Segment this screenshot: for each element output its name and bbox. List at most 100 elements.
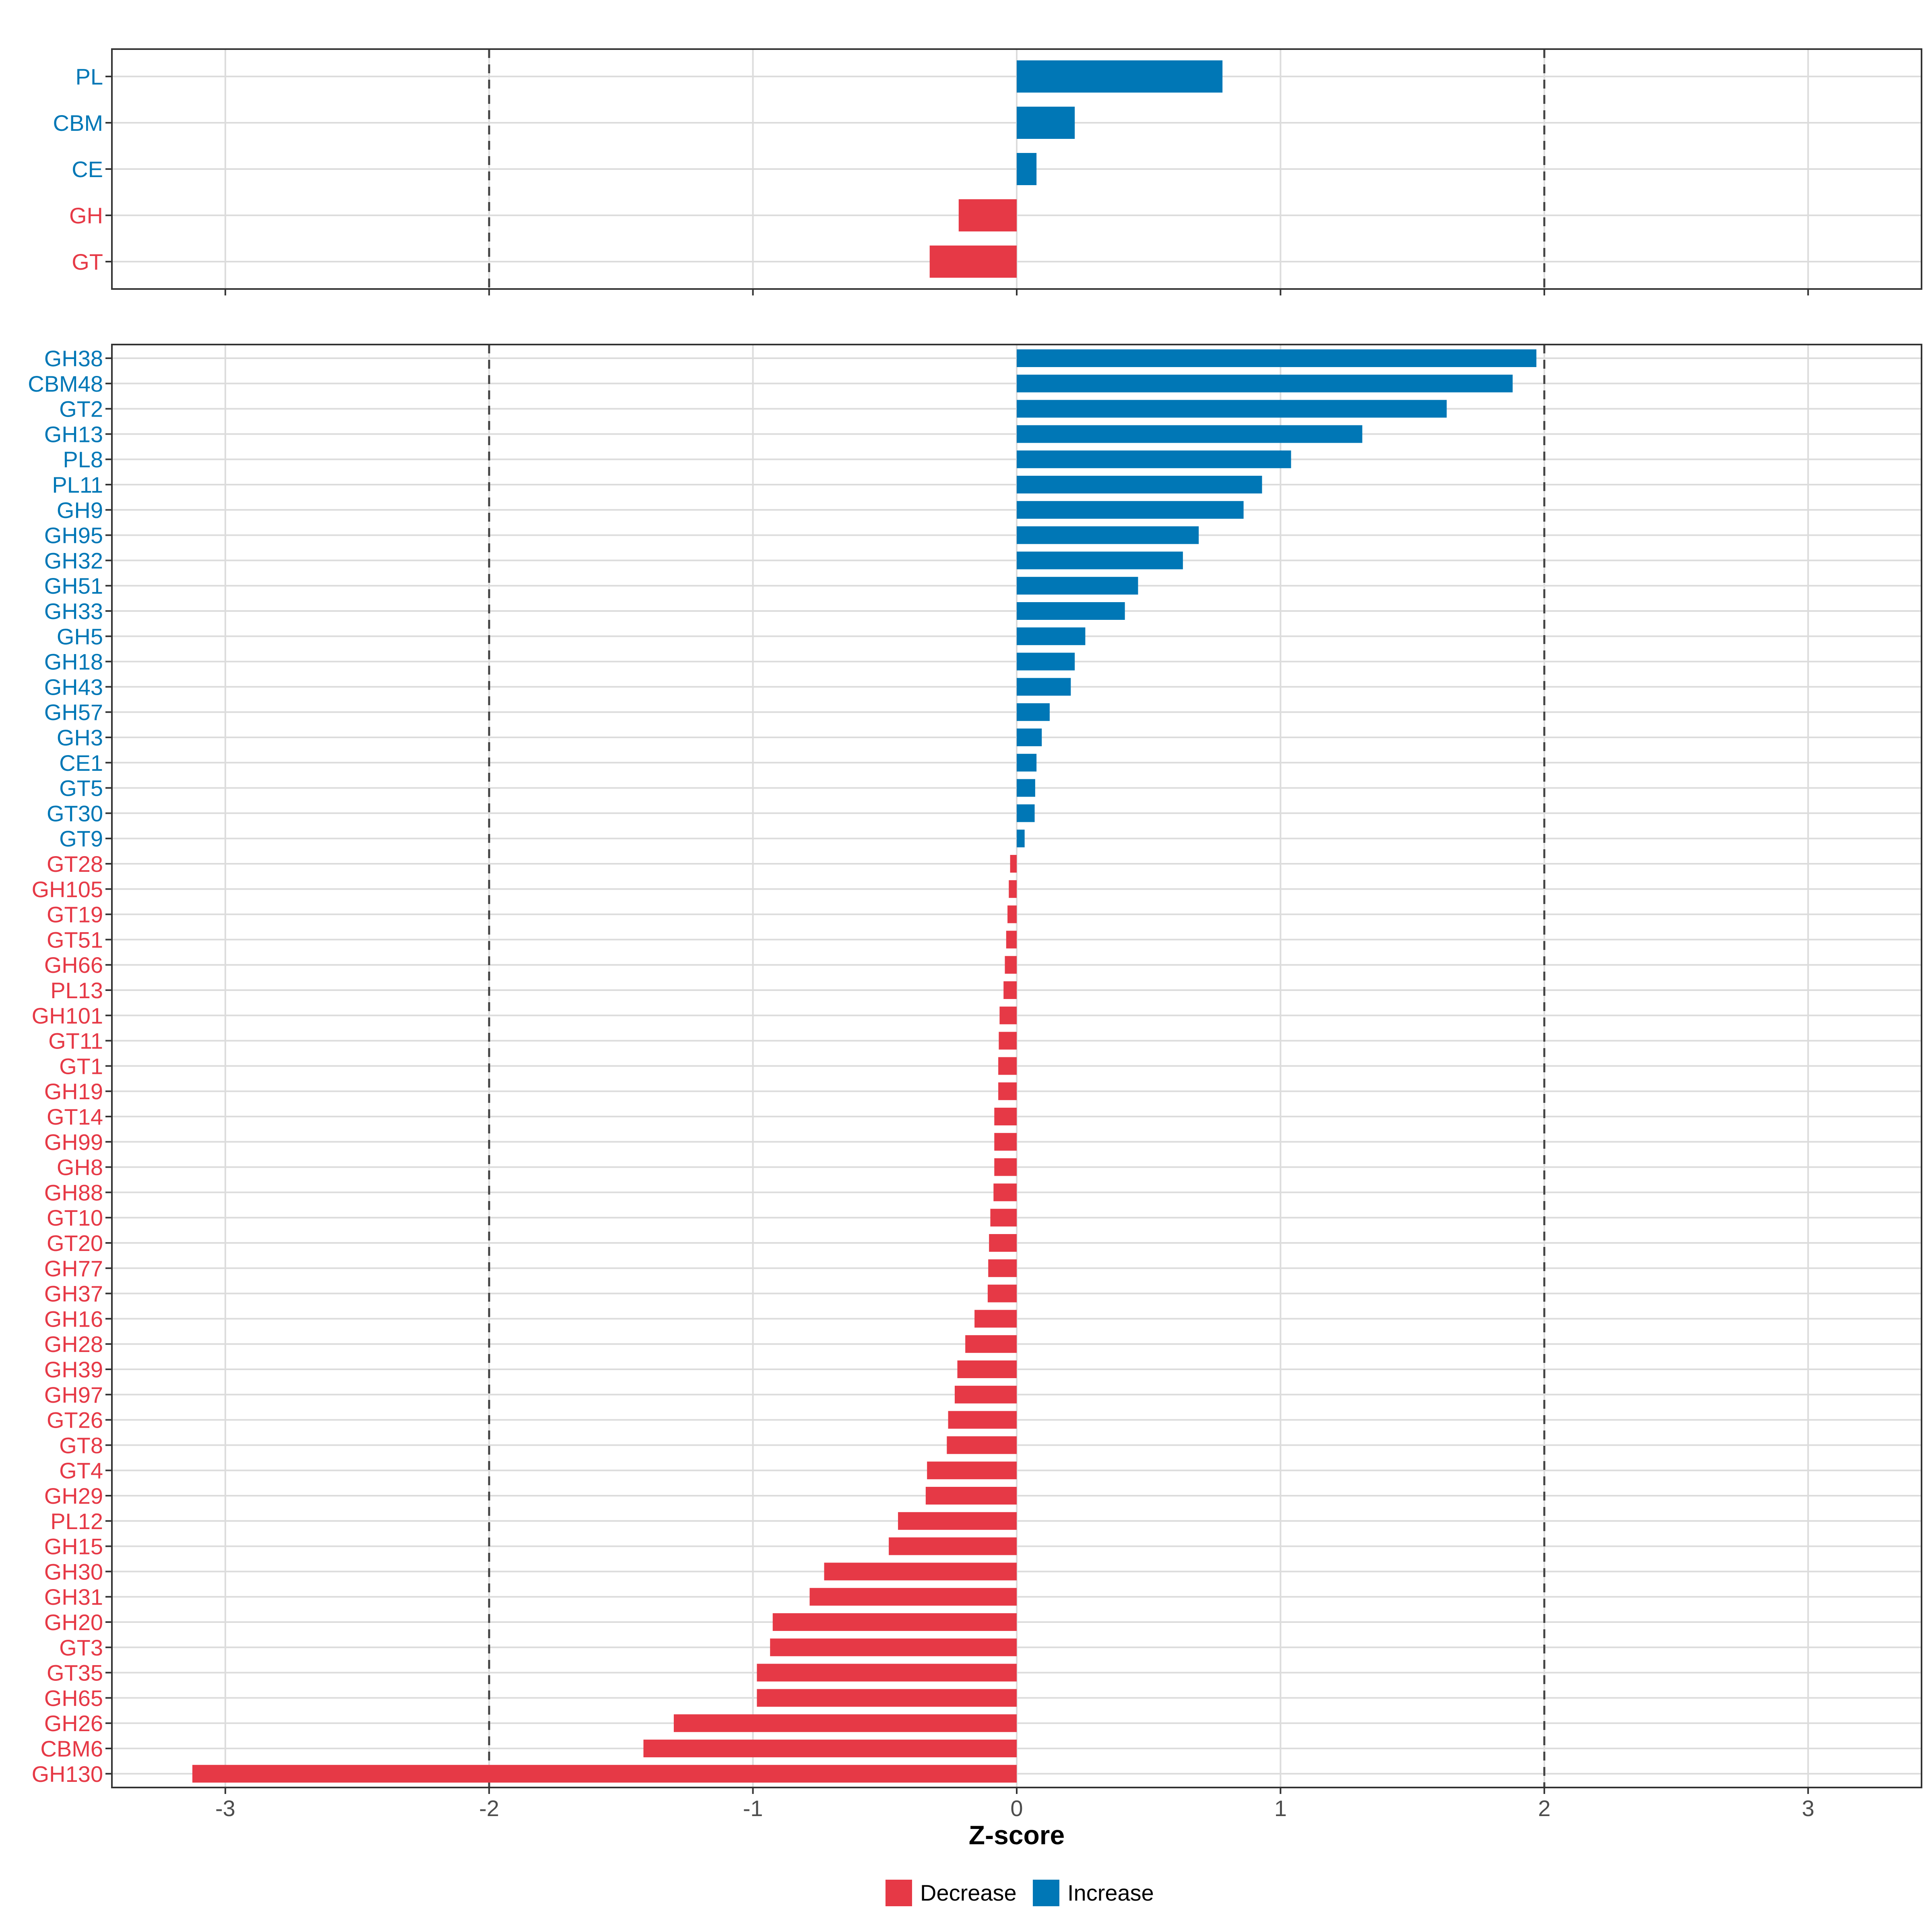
y-tick-label-CBM6: CBM6 (40, 1736, 103, 1761)
y-tick-label-GT28: GT28 (47, 851, 103, 877)
bar-GH95 (1017, 526, 1199, 544)
x-tick-label: 3 (1802, 1796, 1814, 1821)
y-tick-label-GH37: GH37 (44, 1281, 103, 1307)
y-tick-label-GH65: GH65 (44, 1685, 103, 1711)
y-tick-label-CBM48: CBM48 (28, 371, 103, 396)
y-tick-label-GH9: GH9 (57, 497, 103, 523)
y-tick-label-GH97: GH97 (44, 1382, 103, 1408)
bar-CBM6 (643, 1740, 1017, 1757)
y-tick-label-CE1: CE1 (59, 750, 103, 776)
bar-GH16 (974, 1310, 1017, 1328)
bar-GH43 (1017, 678, 1071, 696)
bar-GH28 (965, 1335, 1017, 1353)
y-tick-label-GT51: GT51 (47, 927, 103, 952)
y-tick-label-GT30: GT30 (47, 801, 103, 826)
bar-GT11 (999, 1032, 1017, 1050)
y-tick-label-GH32: GH32 (44, 548, 103, 573)
y-tick-label-GH26: GH26 (44, 1711, 103, 1736)
y-tick-label-GH57: GH57 (44, 700, 103, 725)
bar-GT8 (947, 1436, 1017, 1454)
bar-GH8 (994, 1158, 1017, 1176)
legend-label-decrease: Decrease (920, 1880, 1017, 1905)
bar-GH65 (757, 1689, 1017, 1707)
y-tick-label-CBM: CBM (53, 110, 103, 136)
legend: Decrease Increase (886, 1880, 1154, 1906)
bar-PL8 (1017, 450, 1291, 469)
bar-CE (1017, 153, 1037, 185)
y-tick-label-GH13: GH13 (44, 421, 103, 447)
bar-GH19 (998, 1082, 1017, 1100)
y-tick-label-GH: GH (69, 203, 103, 228)
bar-GH99 (994, 1133, 1017, 1151)
legend-swatch-decrease (886, 1880, 912, 1906)
y-tick-label-CE: CE (72, 157, 103, 182)
y-tick-label-GT: GT (72, 249, 103, 275)
x-tick-label: -3 (215, 1796, 235, 1821)
bar-PL (1017, 60, 1223, 93)
y-tick-label-GT5: GT5 (59, 776, 103, 801)
bar-CBM (1017, 107, 1075, 139)
y-tick-label-GH77: GH77 (44, 1256, 103, 1281)
bar-GH33 (1017, 602, 1125, 620)
bar-GT51 (1006, 931, 1017, 949)
y-tick-label-PL: PL (76, 64, 103, 89)
class-panel: PL CBM CE GH GT (53, 48, 1922, 295)
bar-GH20 (772, 1613, 1017, 1631)
y-tick-label-GT35: GT35 (47, 1660, 103, 1686)
x-tick-label: -1 (743, 1796, 763, 1821)
y-tick-label-GH8: GH8 (57, 1155, 103, 1180)
bar-GH3 (1017, 729, 1042, 746)
y-tick-label-GH33: GH33 (44, 599, 103, 624)
y-tick-label-GH3: GH3 (57, 725, 103, 750)
y-tick-label-GT2: GT2 (59, 396, 103, 422)
y-tick-label-GH105: GH105 (32, 877, 103, 902)
y-tick-label-GH20: GH20 (44, 1610, 103, 1635)
bar-GT4 (927, 1461, 1017, 1480)
y-tick-label-PL8: PL8 (63, 447, 103, 472)
y-tick-label-GH95: GH95 (44, 523, 103, 548)
legend-swatch-increase (1033, 1880, 1059, 1906)
bar-GT14 (994, 1108, 1017, 1125)
bar-GH38 (1017, 349, 1537, 367)
y-tick-label-GH28: GH28 (44, 1331, 103, 1357)
bar-GT1 (998, 1057, 1017, 1075)
bar-GH (958, 199, 1017, 231)
bar-GT10 (990, 1209, 1017, 1227)
y-tick-label-GT26: GT26 (47, 1408, 103, 1433)
bar-GT3 (770, 1638, 1017, 1656)
y-tick-label-GH31: GH31 (44, 1584, 103, 1610)
y-tick-label-PL11: PL11 (52, 472, 103, 497)
y-tick-label-GH88: GH88 (44, 1180, 103, 1205)
y-tick-label-GH30: GH30 (44, 1559, 103, 1584)
y-tick-label-PL13: PL13 (50, 978, 103, 1003)
bar-GH26 (673, 1714, 1017, 1732)
bar-GH18 (1017, 652, 1075, 671)
bar-GH9 (1017, 501, 1244, 519)
x-tick-label: 1 (1274, 1796, 1287, 1821)
y-tick-label-GT10: GT10 (47, 1205, 103, 1230)
bar-GH130 (192, 1765, 1017, 1783)
bar-GH5 (1017, 627, 1086, 645)
bar-GT28 (1010, 855, 1017, 873)
y-tick-label-GH99: GH99 (44, 1129, 103, 1155)
bar-CBM48 (1017, 374, 1513, 392)
bar-GH77 (988, 1259, 1017, 1277)
bar-GT9 (1017, 830, 1025, 848)
bar-GH31 (809, 1588, 1017, 1606)
x-axis: -3 -2 -1 0 1 2 3 (215, 1796, 1814, 1821)
y-tick-label-GH39: GH39 (44, 1357, 103, 1382)
y-tick-label-GH29: GH29 (44, 1483, 103, 1509)
family-panel: GH38CBM48GT2GH13PL8PL11GH9GH95GH32GH51GH… (28, 344, 1922, 1794)
y-tick-label-GH43: GH43 (44, 674, 103, 700)
bar-PL12 (898, 1512, 1017, 1530)
y-tick-label-GH19: GH19 (44, 1079, 103, 1104)
bar-GH57 (1017, 703, 1050, 721)
bar-GH29 (925, 1487, 1017, 1505)
y-tick-label-GH18: GH18 (44, 649, 103, 675)
legend-label-increase: Increase (1067, 1880, 1154, 1905)
y-tick-label-GH130: GH130 (32, 1761, 103, 1787)
bar-GT19 (1007, 905, 1017, 923)
y-tick-label-GT19: GT19 (47, 902, 103, 927)
bar-PL11 (1017, 476, 1262, 493)
bar-GT5 (1017, 779, 1035, 797)
